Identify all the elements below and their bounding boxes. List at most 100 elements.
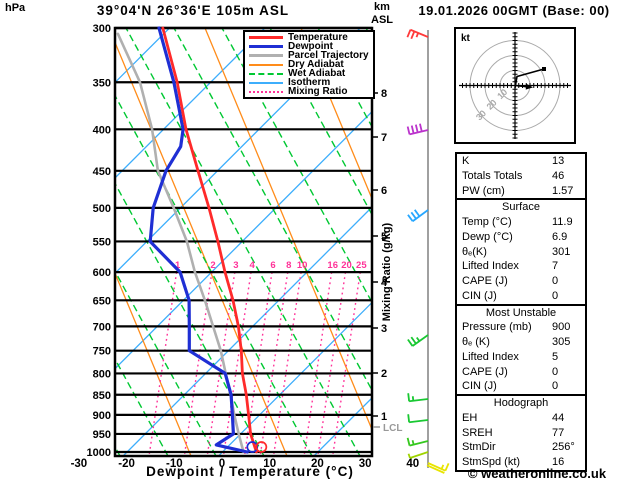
svg-text:1: 1 [381,411,387,423]
svg-text:10: 10 [263,458,276,470]
table-row-value: 256° [552,441,575,454]
table-row-value: 16 [552,456,565,468]
table-row: Totals Totals 46 [457,169,585,184]
legend: Temperature Dewpoint Parcel Trajectory Dry … [243,30,375,99]
dewpoint-curve [148,26,249,454]
table-row-value: 13 [552,155,565,167]
temperature-curve [161,26,258,454]
legend-label: Isotherm [288,76,331,88]
table-row-label: SREH [462,426,493,439]
table-row: Lifted Index 7 [457,259,585,274]
svg-text:8: 8 [381,88,387,100]
table-section-surface: Surface Temp (°C) 11.9 Dewp (°C) 6.9 θₑ(K) 301… [457,198,585,303]
svg-text:20: 20 [485,98,499,112]
legend-item-wet-adiabat: Wet Adiabat [245,67,373,79]
svg-text:700: 700 [93,321,111,333]
surface-dewpoint-circle-group [246,441,259,453]
svg-text:LCL: LCL [383,423,402,434]
surface-temperature-circle [255,441,268,453]
legend-label: Temperature [288,31,348,43]
table-row-value: 77 [552,426,565,439]
wind-barb [407,334,429,347]
svg-text:2: 2 [381,368,387,380]
table-row: Dewp (°C) 6.9 [457,230,585,245]
svg-text:900: 900 [93,410,111,422]
svg-text:25: 25 [356,260,367,271]
legend-line-sample [249,45,283,48]
table-row: StmSpd (kt) 16 [457,455,585,470]
table-row-label: CIN (J) [462,380,497,393]
legend-label: Dry Adiabat [288,58,344,70]
legend-item-isotherm: Isotherm [245,76,373,88]
table-row-value: 1.57 [552,184,574,197]
legend-line-sample [249,81,283,84]
svg-text:8: 8 [286,260,291,271]
wind-barb [407,414,429,424]
svg-text:10: 10 [495,87,509,101]
svg-text:7: 7 [381,132,387,144]
page-title-location: 39°04'N 26°36'E 105m ASL [96,3,290,18]
svg-text:500: 500 [93,203,111,215]
svg-text:6: 6 [270,260,275,271]
table-row-label: Lifted Index [462,350,519,363]
legend-label: Wet Adiabat [288,67,346,79]
hodograph-trace [514,68,545,89]
pressure-unit-label: hPa [5,2,26,14]
table-row-label: StmSpd (kt) [462,456,521,468]
svg-text:600: 600 [93,267,111,279]
legend-item-temperature: Temperature [245,31,373,43]
table-row-label: CAPE (J) [462,275,508,287]
legend-line-sample [249,90,283,93]
pressure-tick-labels: 300 350 400 450 500 550 600 650 700 750 800 850 900 9… [87,23,111,459]
altitude-unit-asl-label: ASL [371,14,393,26]
table-section-hodograph: Hodograph EH 44 SREH 77 StmDir 256° StmSpd (kt)… [457,394,585,470]
svg-text:4: 4 [249,260,255,271]
table-row-value: 46 [552,169,565,182]
table-row: StmDir 256° [457,440,585,455]
wind-barb [406,28,429,40]
table-row: CAPE (J) 0 [457,274,585,289]
table-row-value: 44 [552,411,565,424]
km-axis: 8 7 6 5 4 3 2 1 [372,88,388,423]
svg-text:20: 20 [341,260,352,271]
legend-line-sample [249,36,283,39]
wind-barb [407,393,429,403]
svg-text:750: 750 [93,346,111,358]
hodograph-unit-label: kt [461,33,471,44]
svg-text:400: 400 [93,124,111,136]
wind-barb-column [406,28,450,474]
table-row: CAPE (J) 0 [457,365,585,380]
svg-text:3: 3 [233,260,238,271]
svg-text:30: 30 [474,108,488,122]
table-row-label: θₑ(K) [462,245,487,258]
legend-label: Parcel Trajectory [288,49,369,61]
table-row-value: 900 [552,321,571,334]
svg-text:850: 850 [93,390,111,402]
legend-item-dewpoint: Dewpoint [245,41,373,51]
altitude-unit-km-label: km [374,1,390,13]
table-row: CIN (J) 0 [457,379,585,394]
table-row-label: EH [462,411,478,424]
wind-barb [407,451,429,459]
svg-text:6: 6 [381,185,387,197]
svg-text:0: 0 [219,458,225,470]
svg-text:10: 10 [297,260,308,271]
table-row-label: θₑ (K) [462,336,490,348]
table-row: EH 44 [457,411,585,426]
svg-text:450: 450 [93,166,111,178]
table-row-value: 0 [552,289,559,302]
table-row-label: PW (cm) [462,184,505,197]
wind-barb [406,123,429,136]
table-row-label: CAPE (J) [462,365,508,378]
table-row-label: CIN (J) [462,289,497,302]
svg-text:-30: -30 [71,458,88,470]
table-row-label: Temp (°C) [462,216,512,228]
temperature-axis-label: Dewpoint / Temperature (°C) [146,464,354,479]
surface-dewpoint-circle [246,441,259,453]
table-row-label: Totals Totals [462,169,523,182]
table-row: SREH 77 [457,426,585,441]
plot-border [113,26,374,458]
table-section-most-unstable: Most Unstable Pressure (mb) 900 θₑ (K) 305 Li… [457,303,585,395]
